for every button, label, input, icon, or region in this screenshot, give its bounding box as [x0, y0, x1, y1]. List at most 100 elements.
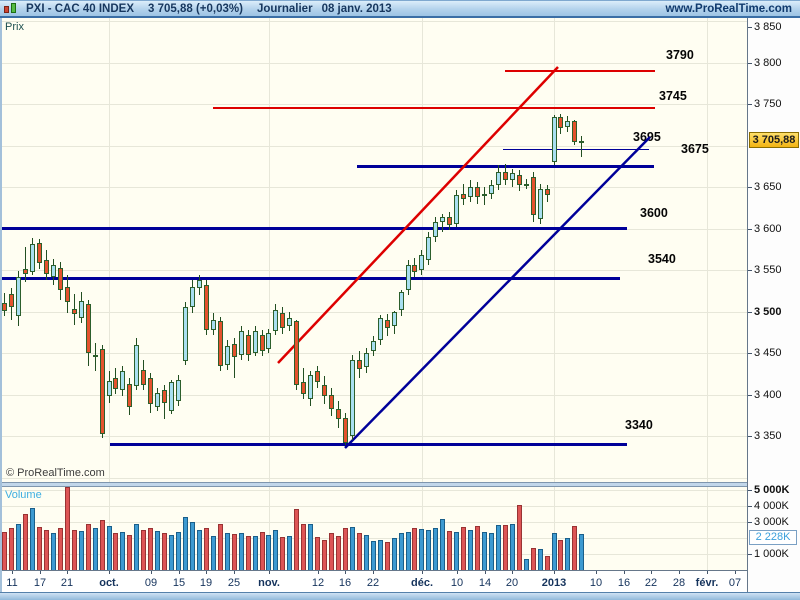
candle: [2, 303, 8, 312]
month-gridline: [554, 487, 555, 570]
candle: [99, 348, 105, 435]
level-label-3745: 3745: [659, 89, 687, 103]
level-label-3600: 3600: [640, 206, 668, 220]
candle: [280, 313, 286, 329]
title-bar: PXI - CAC 40 INDEX 3 705,88 (+0,03%) Jou…: [0, 0, 800, 18]
time-tick-mark: [109, 571, 110, 574]
volume-bar: [558, 539, 564, 570]
candle: [509, 172, 515, 181]
volume-bar: [99, 520, 105, 570]
time-tick-label: févr.: [695, 577, 719, 589]
level-line-3790: [505, 69, 655, 73]
time-tick-mark: [554, 571, 555, 574]
volume-bar: [287, 535, 293, 570]
candle: [537, 188, 543, 219]
time-tick-label: nov.: [258, 577, 280, 589]
time-tick-label: 10: [450, 577, 464, 589]
price-chart-canvas[interactable]: [2, 18, 747, 482]
volume-bar: [301, 523, 307, 570]
panel-separator[interactable]: [2, 482, 747, 487]
copyright-watermark: © ProRealTime.com: [6, 467, 105, 479]
volume-bar: [433, 528, 439, 570]
candle: [287, 318, 293, 327]
candle: [412, 265, 418, 272]
volume-bar: [266, 534, 272, 570]
month-gridline: [707, 487, 708, 570]
candle: [148, 377, 154, 405]
volume-bar: [231, 534, 237, 570]
volume-bar: [252, 535, 258, 570]
time-tick-label: 12: [311, 577, 325, 589]
time-tick-label: 14: [478, 577, 492, 589]
candle: [71, 309, 77, 314]
candle: [238, 330, 244, 355]
price-gridline: [2, 477, 747, 479]
candle: [551, 117, 557, 163]
month-gridline: [554, 18, 555, 482]
price-tick-mark: [748, 436, 752, 437]
candle: [224, 345, 230, 365]
candle: [482, 193, 487, 197]
month-gridline: [422, 487, 423, 570]
time-tick-label: 07: [728, 577, 742, 589]
volume-bar: [468, 530, 474, 570]
candle: [440, 216, 446, 222]
candle: [210, 319, 216, 330]
candle: [176, 379, 182, 402]
prorealtime-link[interactable]: www.ProRealTime.com: [665, 2, 792, 15]
candle: [252, 330, 258, 353]
volume-bar: [78, 530, 84, 570]
volume-bar: [30, 507, 36, 570]
level-line-3745: [213, 106, 655, 110]
price-gridline: [2, 145, 747, 147]
volume-bar: [183, 517, 189, 570]
candle-wick: [25, 246, 27, 282]
volume-tick-mark: [748, 554, 752, 555]
candle: [155, 392, 161, 407]
price-tick-mark: [748, 228, 752, 230]
time-tick-label: 25: [227, 577, 241, 589]
candle: [106, 381, 112, 397]
candle: [273, 309, 279, 331]
candle: [579, 140, 585, 144]
candle: [516, 174, 522, 186]
time-axis[interactable]: [2, 571, 747, 592]
volume-bar: [405, 531, 411, 570]
volume-bar: [245, 536, 251, 570]
candle: [544, 188, 550, 196]
volume-bar: [440, 518, 446, 570]
time-tick-label: oct.: [99, 577, 119, 589]
candle: [23, 269, 29, 275]
price-gridline: [2, 62, 747, 64]
volume-bar: [238, 533, 244, 570]
candle-wick: [525, 178, 527, 189]
volume-bar: [495, 525, 501, 570]
volume-bar: [120, 531, 126, 570]
volume-bar: [551, 533, 557, 570]
time-tick-mark: [596, 571, 597, 574]
time-tick-label: déc.: [410, 577, 433, 589]
volume-bar: [113, 533, 119, 570]
candle: [523, 183, 529, 187]
volume-bar: [210, 536, 216, 570]
volume-bar: [370, 541, 376, 570]
volume-bar: [50, 533, 56, 570]
volume-panel-label: Volume: [5, 489, 42, 501]
candle-wick: [233, 338, 235, 378]
time-tick-mark: [485, 571, 486, 574]
candle: [43, 260, 49, 275]
volume-bar: [461, 526, 467, 570]
volume-bar: [572, 526, 578, 570]
candle: [565, 120, 571, 128]
price-tick-mark: [748, 104, 752, 105]
candle: [377, 318, 383, 340]
volume-bar: [322, 539, 328, 570]
volume-bar: [377, 539, 383, 570]
last-price-change: 3 705,88 (+0,03%): [148, 2, 243, 15]
volume-bar: [509, 523, 515, 570]
volume-bar: [454, 531, 460, 570]
level-line-3695: [503, 148, 649, 151]
volume-gridline: [2, 522, 747, 523]
candle: [461, 193, 467, 199]
price-axis[interactable]: [747, 18, 800, 592]
